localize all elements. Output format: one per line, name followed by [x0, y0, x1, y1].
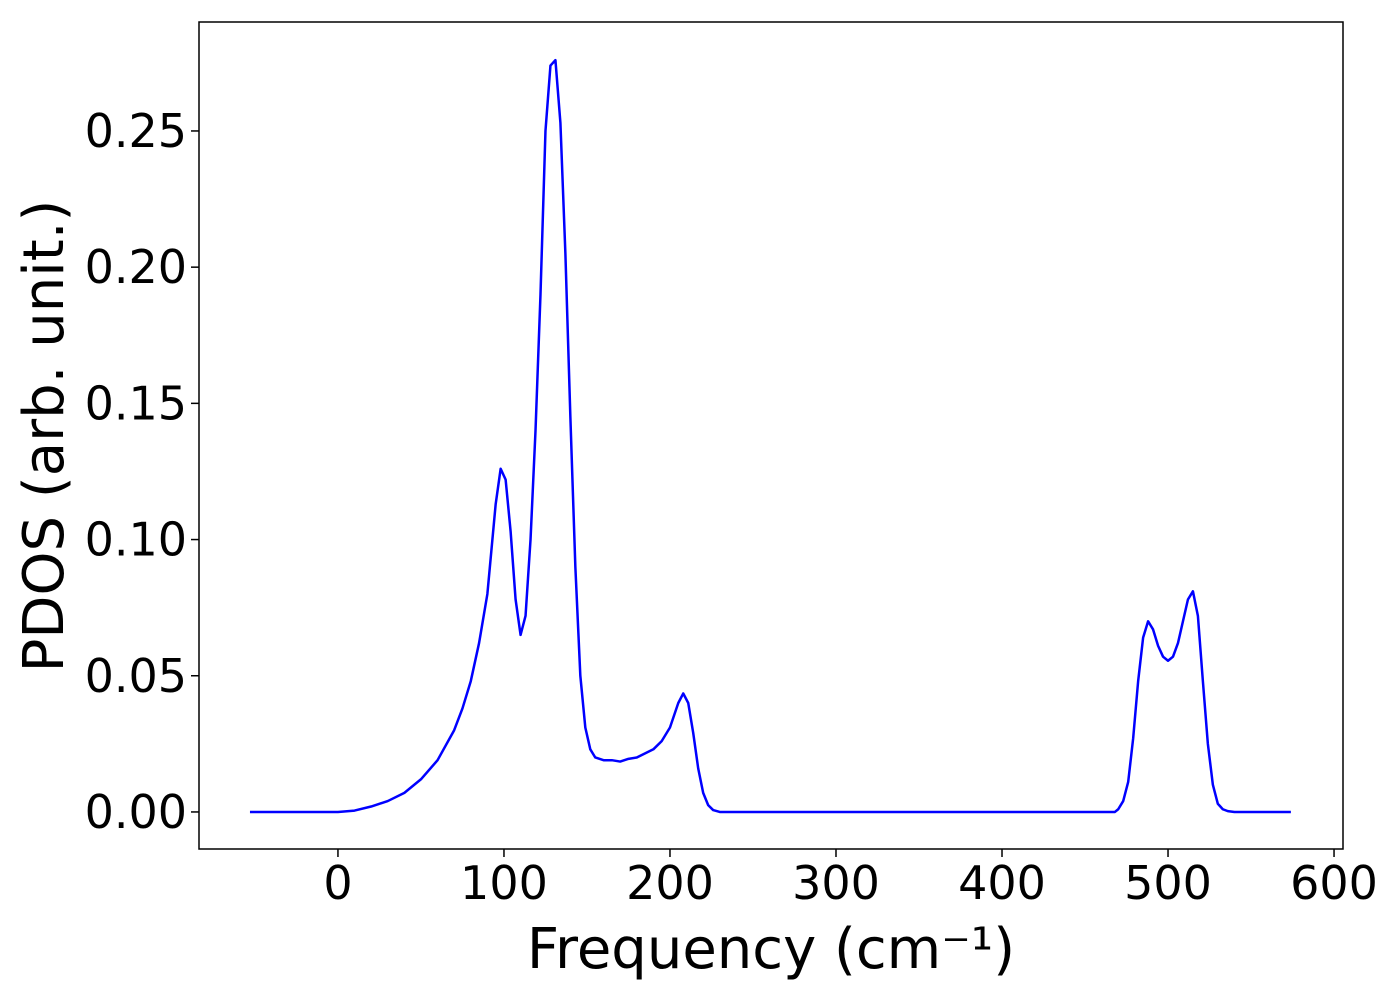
y-tick-label: 0.15: [85, 376, 187, 430]
x-tick-label: 500: [1124, 856, 1212, 910]
plot-frame: [198, 21, 1344, 850]
x-tick-label: 600: [1290, 856, 1378, 910]
y-tick-label: 0.20: [85, 240, 187, 294]
y-tick-label: 0.05: [85, 649, 187, 703]
x-tick-label: 300: [792, 856, 880, 910]
x-tick-label: 0: [323, 856, 352, 910]
y-tick-label: 0.10: [85, 513, 187, 567]
x-tick-label: 100: [460, 856, 548, 910]
x-tick-label: 200: [626, 856, 714, 910]
x-axis-label: Frequency (cm⁻¹): [527, 917, 1015, 982]
x-tick-label: 400: [958, 856, 1046, 910]
data-line: [249, 58, 1291, 814]
y-tick-label: 0.00: [85, 785, 187, 839]
y-tick-label: 0.25: [85, 104, 187, 158]
y-axis-label: PDOS (arb. unit.): [12, 200, 77, 673]
